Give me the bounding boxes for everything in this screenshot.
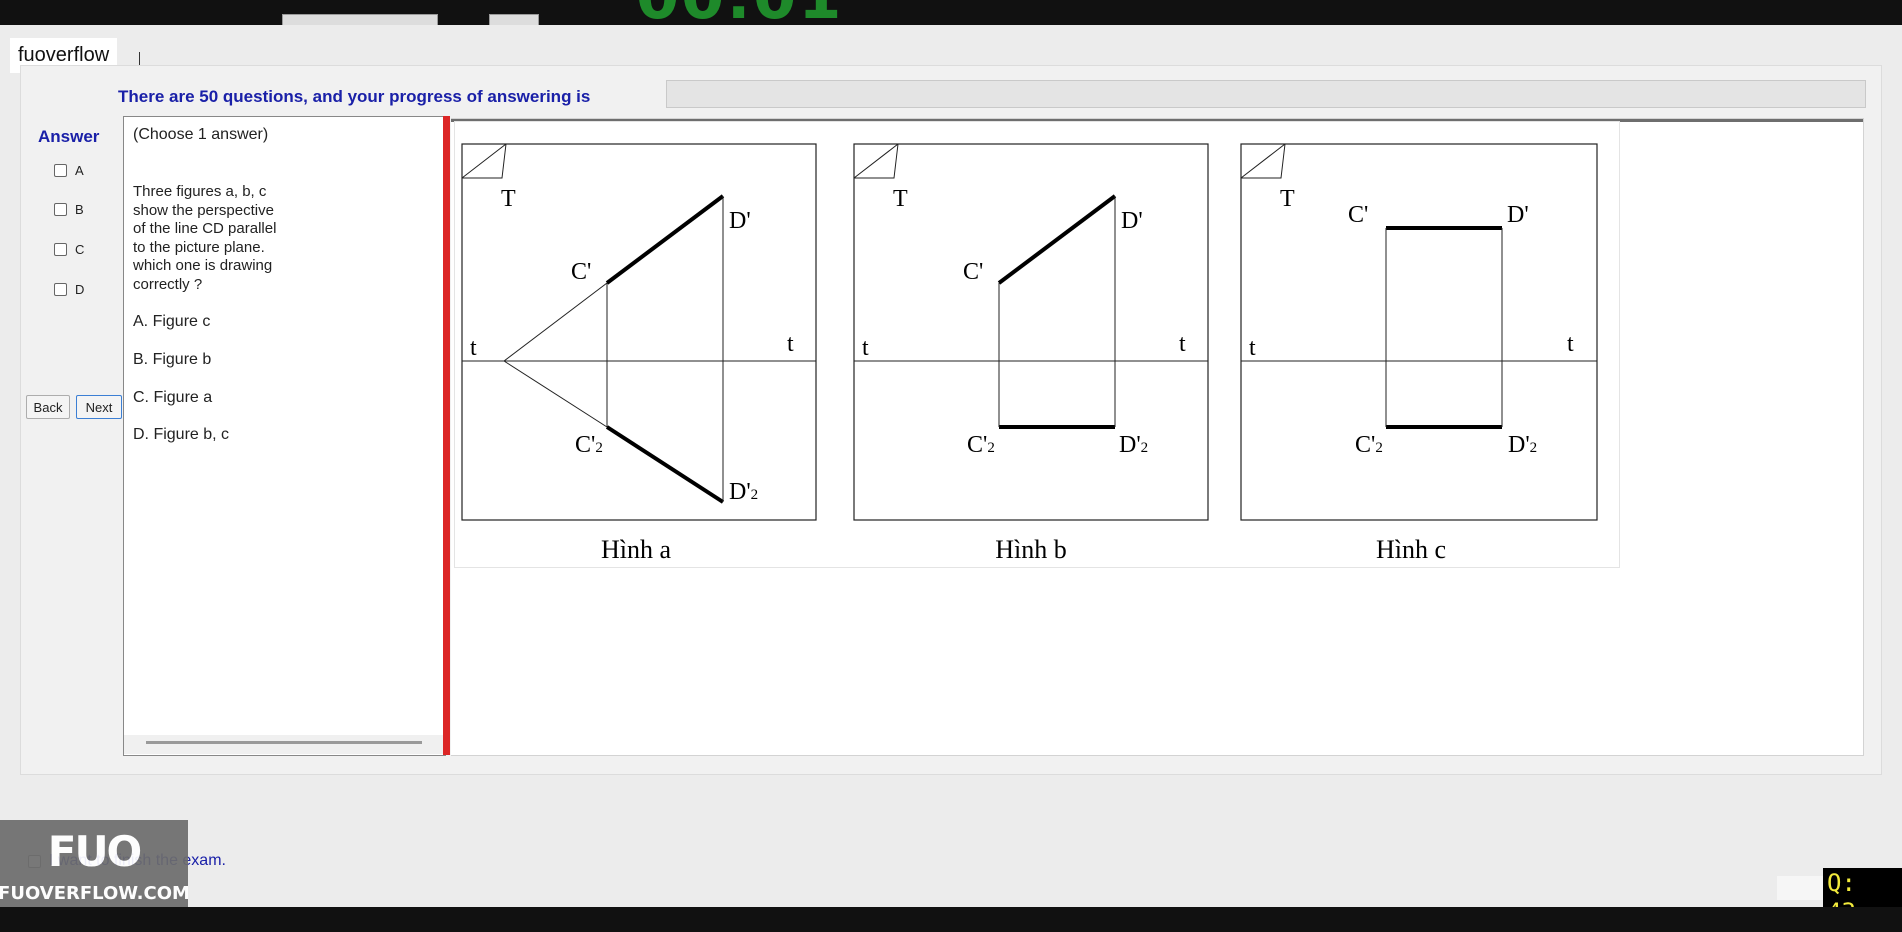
label-t-left: t [470, 335, 477, 361]
scrollbar-thumb[interactable] [146, 741, 422, 744]
watermark-logo: FUO FUOVERFLOW.COM [0, 827, 190, 904]
answer-option-label: C [75, 242, 85, 257]
answer-option-b[interactable]: B [54, 202, 84, 217]
choice-b: B. Figure b [133, 351, 212, 368]
answer-option-label: B [75, 202, 84, 217]
label-T: T [501, 186, 516, 212]
answer-option-c[interactable]: C [54, 242, 84, 257]
back-button[interactable]: Back [26, 395, 70, 419]
answer-option-label: A [75, 163, 84, 178]
label-t-right: t [1179, 331, 1186, 357]
question-instruction: (Choose 1 answer) [133, 126, 269, 143]
answer-option-a[interactable]: A [54, 163, 84, 178]
checkbox[interactable] [54, 203, 67, 216]
caption-c: Hình c [1376, 535, 1446, 564]
label-d-prime-2: D'2 [1508, 432, 1537, 458]
question-counter-box [1777, 876, 1823, 900]
countdown-timer: 00:01 [636, 0, 843, 25]
label-c-prime-2: C'2 [575, 432, 603, 458]
pane-splitter[interactable] [443, 116, 450, 755]
progress-label: There are 50 questions, and your progres… [118, 87, 591, 106]
font-size-dropdown[interactable] [489, 14, 539, 25]
label-d-prime: D' [729, 208, 751, 234]
label-c-prime-2: C'2 [1355, 432, 1383, 458]
bottom-bar [0, 907, 1902, 932]
checkbox[interactable] [54, 283, 67, 296]
question-line: to the picture plane. [133, 238, 265, 256]
question-text: Three figures a, b, c show the perspecti… [133, 183, 293, 294]
checkbox[interactable] [54, 243, 67, 256]
choice-d: D. Figure b, c [133, 426, 230, 443]
subject-dropdown[interactable] [282, 14, 438, 25]
figure-a: T t t C' D' C'2 D'2 Hình a [461, 143, 817, 564]
question-figure: T t t C' D' C'2 D'2 Hình a T t t C' D' C… [454, 121, 1620, 568]
watermark-logo-text: FUO [48, 827, 141, 876]
site-watermark: FUO FUOVERFLOW.COM [0, 820, 190, 907]
figure-c: T t t C' D' C'2 D'2 Hình c [1240, 143, 1598, 564]
label-d-prime-2: D'2 [729, 479, 758, 505]
label-T: T [893, 186, 908, 212]
label-t-left: t [1249, 335, 1256, 361]
label-T: T [1280, 186, 1295, 212]
question-line: of the line CD parallel [133, 220, 277, 237]
answer-option-label: D [75, 282, 85, 297]
question-text-box [123, 116, 446, 756]
question-line: correctly ? [133, 275, 203, 293]
figure-b: T t t C' D' C'2 D'2 Hình b [853, 143, 1209, 564]
caption-a: Hình a [601, 535, 672, 564]
question-line: Three figures a, b, c [133, 183, 267, 200]
label-c-prime: C' [571, 259, 591, 285]
checkbox[interactable] [54, 164, 67, 177]
label-d-prime: D' [1507, 202, 1529, 228]
label-c-prime: C' [963, 259, 983, 285]
label-t-left: t [862, 335, 869, 361]
pane-top-border [451, 119, 1863, 122]
question-line: which one is drawing [133, 257, 273, 274]
label-t-right: t [1567, 331, 1574, 357]
horizontal-scrollbar[interactable] [124, 735, 444, 754]
label-c-prime-2: C'2 [967, 432, 995, 458]
label-d-prime-2: D'2 [1119, 432, 1148, 458]
caption-b: Hình b [995, 535, 1067, 564]
progress-bar [666, 80, 1866, 108]
text-cursor [139, 52, 140, 69]
label-c-prime: C' [1348, 202, 1368, 228]
top-bar: 00:01 [0, 0, 1902, 25]
answer-heading: Answer [38, 127, 100, 146]
next-button[interactable]: Next [76, 395, 122, 419]
choice-c: C. Figure a [133, 389, 213, 406]
label-d-prime: D' [1121, 208, 1143, 234]
label-t-right: t [787, 331, 794, 357]
perspective-figures-svg: T t t C' D' C'2 D'2 Hình a T t t C' D' C… [461, 143, 1598, 564]
choice-a: A. Figure c [133, 313, 211, 330]
watermark-site-text: FUOVERFLOW.COM [0, 883, 188, 904]
question-line: show the perspective [133, 201, 274, 219]
answer-option-d[interactable]: D [54, 282, 84, 297]
